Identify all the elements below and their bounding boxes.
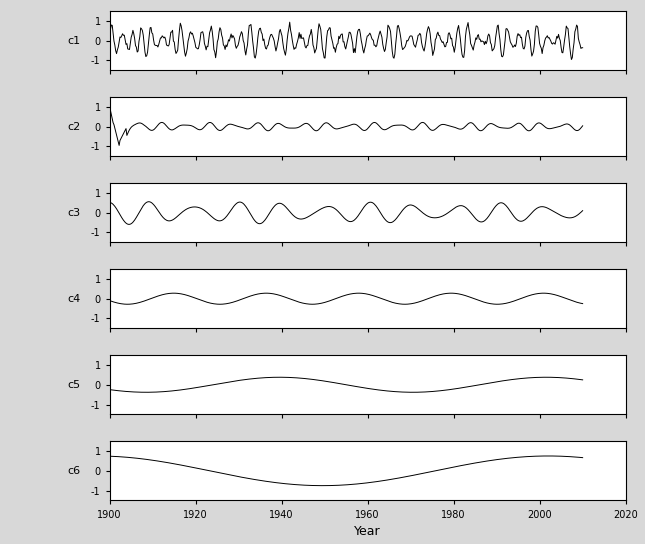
Y-axis label: c3: c3 xyxy=(68,208,81,218)
Y-axis label: c1: c1 xyxy=(68,35,81,46)
Y-axis label: c5: c5 xyxy=(68,380,81,390)
Y-axis label: c2: c2 xyxy=(68,122,81,132)
X-axis label: Year: Year xyxy=(354,525,381,538)
Y-axis label: c4: c4 xyxy=(68,294,81,304)
Y-axis label: c6: c6 xyxy=(68,466,81,476)
